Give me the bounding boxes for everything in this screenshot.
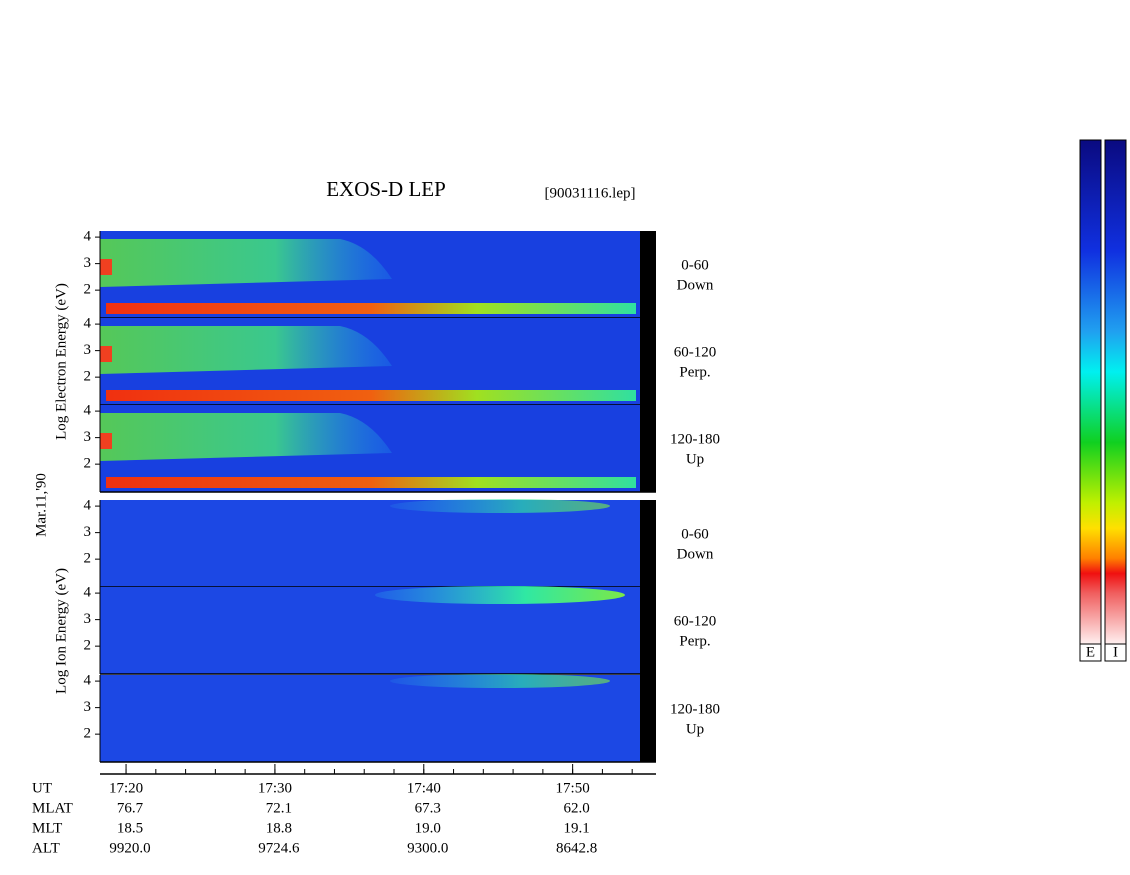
orbit-label: MLAT — [32, 800, 73, 816]
flux-band — [100, 239, 392, 287]
orbit-label: ALT — [32, 840, 60, 856]
panel-angle: 120-180 — [670, 701, 720, 717]
orbit-value: 18.8 — [266, 820, 292, 836]
panel-angle: 120-180 — [670, 431, 720, 447]
y-tick-label: 3 — [84, 429, 92, 445]
colorbar — [1079, 139, 1102, 645]
file-label: [90031116.lep] — [545, 185, 636, 201]
orbit-value: 76.7 — [117, 800, 144, 816]
orbit-label: MLT — [32, 820, 62, 836]
flux-core — [100, 433, 112, 449]
y-tick-label: 2 — [84, 638, 92, 654]
flux-floor — [106, 390, 636, 401]
y-tick-label: 4 — [84, 498, 92, 514]
chart-title: EXOS-D LEP — [326, 177, 446, 201]
y-tick-label: 2 — [84, 456, 92, 472]
colorbar — [1104, 139, 1127, 645]
orbit-value: 62.0 — [564, 800, 590, 816]
orbit-value: 9724.6 — [258, 840, 300, 856]
y-tick-label: 2 — [84, 369, 92, 385]
y-tick-label: 3 — [84, 611, 92, 627]
panel-angle: 0-60 — [681, 526, 709, 542]
y-tick-label: 3 — [84, 255, 92, 271]
panel-direction: Down — [677, 277, 714, 293]
orbit-value: 67.3 — [415, 800, 441, 816]
spectrogram-panel — [100, 675, 640, 762]
y-tick-label: 2 — [84, 726, 92, 742]
colorbar-label: E — [1086, 644, 1095, 660]
flux-band — [375, 586, 625, 604]
date-label: Mar.11,'90 — [33, 473, 49, 537]
data-gap-strip — [640, 500, 656, 762]
y-tick-label: 4 — [84, 585, 92, 601]
spectrogram-panel — [100, 500, 640, 587]
y-tick-label: 4 — [84, 673, 92, 689]
flux-band — [100, 413, 392, 461]
y-tick-label: 3 — [84, 524, 92, 540]
orbit-label: UT — [32, 780, 52, 796]
panel-direction: Down — [677, 546, 714, 562]
panel-direction: Perp. — [679, 633, 710, 649]
panel-angle: 60-120 — [674, 613, 717, 629]
flux-core — [100, 259, 112, 275]
x-tick-label: 17:20 — [109, 780, 143, 796]
y-tick-label: 3 — [84, 699, 92, 715]
panel-direction: Up — [686, 721, 704, 737]
flux-core — [100, 346, 112, 362]
colorbar-label-box — [1104, 643, 1127, 662]
flux-band — [390, 499, 610, 513]
y-axis-label: Log Ion Energy (eV) — [53, 568, 69, 694]
colorbar-label-box — [1079, 643, 1102, 662]
data-gap-strip — [640, 231, 656, 492]
panel-direction: Up — [686, 451, 704, 467]
y-tick-label: 3 — [84, 342, 92, 358]
flux-band — [390, 674, 610, 688]
colorbar-label: I — [1113, 644, 1118, 660]
flux-floor — [106, 477, 636, 488]
panel-angle: 60-120 — [674, 344, 717, 360]
y-tick-label: 4 — [84, 403, 92, 419]
y-tick-label: 4 — [84, 316, 92, 332]
flux-band — [100, 326, 392, 374]
panel-direction: Perp. — [679, 364, 710, 380]
flux-floor — [106, 303, 636, 314]
x-tick-label: 17:30 — [258, 780, 292, 796]
panel-angle: 0-60 — [681, 257, 709, 273]
orbit-value: 19.0 — [415, 820, 441, 836]
y-tick-label: 2 — [84, 551, 92, 567]
orbit-value: 19.1 — [564, 820, 590, 836]
x-tick-label: 17:40 — [407, 780, 441, 796]
y-tick-label: 4 — [84, 229, 92, 245]
orbit-value: 72.1 — [266, 800, 292, 816]
y-axis-label: Log Electron Energy (eV) — [53, 283, 69, 440]
orbit-value: 18.5 — [117, 820, 143, 836]
orbit-value: 9300.0 — [407, 840, 448, 856]
orbit-value: 9920.0 — [109, 840, 150, 856]
orbit-value: 8642.8 — [556, 840, 597, 856]
x-tick-label: 17:50 — [556, 780, 590, 796]
y-tick-label: 2 — [84, 282, 92, 298]
